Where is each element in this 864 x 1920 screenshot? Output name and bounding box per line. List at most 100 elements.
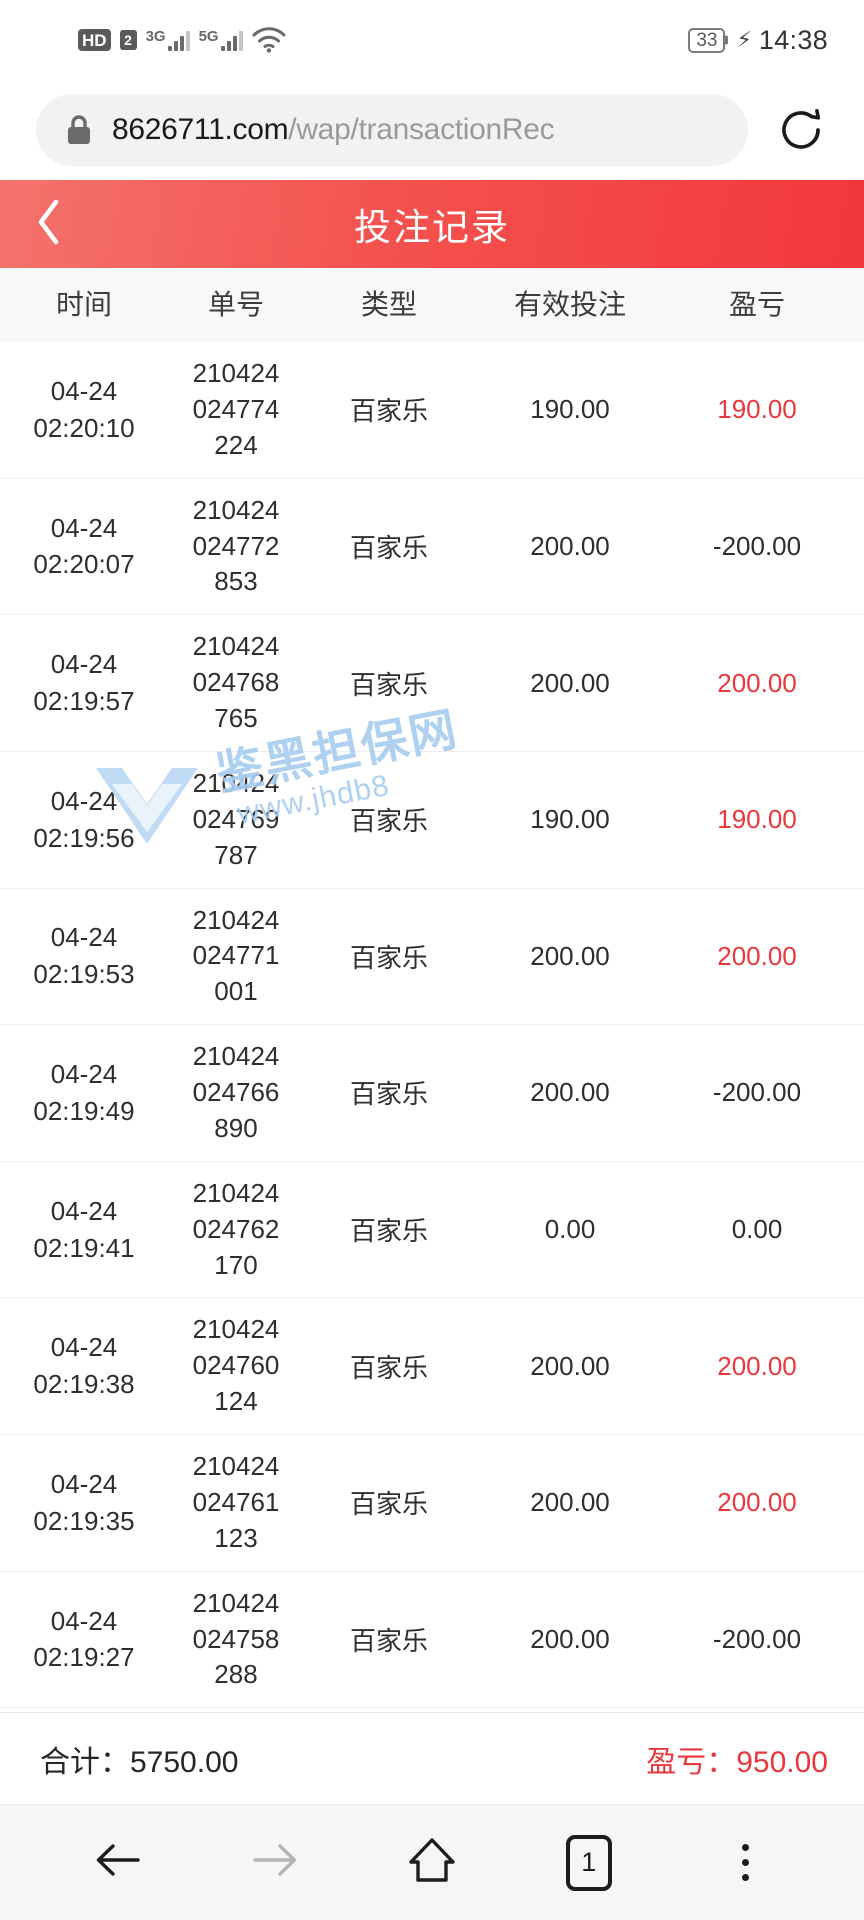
cell-profit: -200.00 [712,1623,802,1654]
nav-back-button[interactable] [73,1818,163,1908]
sim-badge-icon: 2 [119,30,137,50]
table-row[interactable]: 04-24 02:19:49 210424 024766 890 百家乐 200.00 -20… [0,1025,864,1162]
summary-bar: 合计：5750.00 盈亏：950.00 [0,1712,864,1804]
cell-profit: -200.00 [712,1077,802,1108]
column-header-profit: 盈亏 [728,289,785,320]
table-row[interactable]: 04-24 02:20:07 210424 024772 853 百家乐 200.00 -20… [0,479,864,616]
nav-tabs-button[interactable]: 1 [544,1818,634,1908]
cell-stake: 200.00 [530,1487,610,1518]
total-summary: 合计：5750.00 [40,1737,238,1781]
cell-stake: 200.00 [530,530,610,561]
cell-profit: 200.00 [717,940,797,971]
cell-order: 210424 024766 890 [192,1041,280,1143]
column-header-time: 时间 [55,289,112,320]
cell-order: 210424 024762 170 [192,1177,280,1280]
reload-icon[interactable] [762,103,840,157]
cell-time: 04-24 02:19:57 [33,649,135,717]
nav-home-button[interactable] [387,1818,477,1908]
signal-5g-icon: 5G [199,29,243,51]
column-header-type: 类型 [360,289,417,320]
profit-summary: 盈亏：950.00 [646,1737,828,1781]
table-row[interactable]: 04-24 02:19:38 210424 024760 124 百家乐 200.00 200… [0,1298,864,1435]
table-row[interactable]: 04-24 02:19:35 210424 024761 123 百家乐 200.00 200… [0,1435,864,1572]
table-row[interactable]: 04-24 02:20:10 210424 024774 224 百家乐 190.00 190… [0,342,864,479]
status-bar: HD 2 3G 5G 33 ⚡ 14:38 [0,0,864,80]
browser-nav-bar: 1 [0,1804,864,1920]
cell-profit: -200.00 [712,530,802,561]
cell-stake: 200.00 [530,1350,610,1381]
cell-time: 04-24 02:19:56 [33,785,135,853]
nav-menu-button[interactable] [701,1818,791,1908]
cell-type: 百家乐 [349,532,428,563]
signal-3g-label: 3G [145,28,166,45]
status-bar-left: HD 2 3G 5G [78,27,286,53]
cell-type: 百家乐 [349,806,428,837]
cell-stake: 0.00 [544,1214,596,1245]
signal-5g-label: 5G [198,28,219,45]
cell-order: 210424 024768 765 [192,631,280,733]
arrow-left-icon [93,1839,143,1886]
column-header-order: 单号 [207,289,264,320]
cell-profit: 200.00 [717,1350,797,1381]
cell-type: 百家乐 [349,1489,428,1520]
url-text: 8626711.com/wap/transactionRec [112,113,554,147]
status-bar-clock: 14:38 [758,24,828,55]
app-header: 投注记录 [0,180,864,268]
profit-value: 950.00 [736,1745,828,1779]
cell-type: 百家乐 [349,1352,428,1383]
url-input[interactable]: 8626711.com/wap/transactionRec [36,94,748,166]
profit-label: 盈亏： [646,1745,737,1779]
cell-order: 210424 024760 124 [192,1314,280,1417]
signal-3g-icon: 3G [146,29,190,51]
cell-stake: 200.00 [530,667,610,698]
cell-stake: 200.00 [530,1077,610,1108]
cell-order: 210424 024774 224 [192,358,280,460]
cell-type: 百家乐 [349,1079,428,1110]
cell-order: 210424 024771 001 [192,904,280,1007]
cell-time: 04-24 02:19:49 [33,1059,135,1126]
signal-bars [220,29,243,51]
page-title: 投注记录 [354,207,510,248]
lock-icon [66,114,92,146]
cell-time: 04-24 02:19:35 [33,1468,135,1536]
table-row[interactable]: 04-24 02:19:57 210424 024768 765 百家乐 200.00 200… [0,615,864,752]
battery-icon: 33 [688,27,726,53]
status-bar-right: 33 ⚡ 14:38 [688,25,828,56]
cell-profit: 200.00 [717,1487,797,1518]
cell-order: 210424 024761 123 [192,1451,280,1553]
cell-stake: 200.00 [530,1623,610,1654]
table-row[interactable]: 04-24 02:19:56 210424 024769 787 百家乐 190.00 190… [0,752,864,889]
back-button[interactable] [0,197,96,252]
nav-forward-button[interactable] [230,1818,320,1908]
cell-type: 百家乐 [349,669,428,700]
cell-profit: 200.00 [717,667,797,698]
cell-time: 04-24 02:20:10 [33,375,135,443]
cell-stake: 190.00 [530,804,610,835]
cell-time: 04-24 02:19:38 [33,1332,135,1400]
more-vertical-icon [742,1844,750,1881]
cell-profit: 0.00 [731,1214,783,1245]
cell-type: 百家乐 [349,1625,428,1656]
table-row[interactable]: 04-24 02:19:27 210424 024758 288 百家乐 200.00 -20… [0,1572,864,1709]
cell-type: 百家乐 [349,1216,428,1247]
chevron-left-icon [33,197,63,252]
wifi-icon [252,27,286,53]
cell-profit: 190.00 [717,804,797,835]
column-header-stake: 有效投注 [513,289,626,320]
cell-stake: 190.00 [530,394,610,425]
cell-profit: 190.00 [717,394,797,425]
cell-type: 百家乐 [349,396,428,427]
cell-time: 04-24 02:19:27 [33,1605,135,1673]
home-icon [406,1835,458,1890]
total-value: 5750.00 [130,1745,239,1779]
tab-count-badge: 1 [565,1834,612,1891]
cell-time: 04-24 02:19:53 [33,922,135,990]
arrow-right-icon [250,1839,300,1886]
table-row[interactable]: 04-24 02:19:53 210424 024771 001 百家乐 200.00 200… [0,889,864,1026]
bet-records-list[interactable]: 04-24 02:20:10 210424 024774 224 百家乐 190.00 190… [0,342,864,1712]
signal-bars [167,29,190,51]
cell-order: 210424 024769 787 [192,767,280,870]
url-host: 8626711.com [112,113,289,146]
table-row[interactable]: 04-24 02:19:41 210424 024762 170 百家乐 0.00 0.00 [0,1162,864,1299]
